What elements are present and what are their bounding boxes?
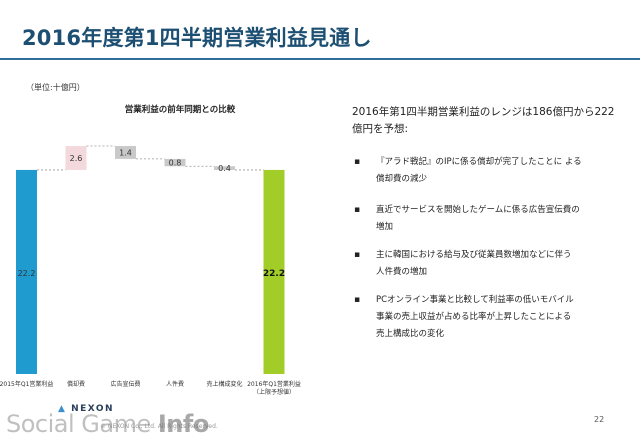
category-label-3: 人件費 <box>166 380 184 388</box>
value-label-0: 22.2 <box>18 269 36 278</box>
summary-text: 2016年第1四半期営業利益のレンジは186億円から222億円を予想: <box>352 106 615 135</box>
bullet-item: 直近でサービスを開始したゲームに係る広告宣伝費の 増加 <box>352 202 580 236</box>
value-label-1: 2.6 <box>70 154 83 163</box>
category-label-0: 2015年Q1営業利益 <box>0 380 53 388</box>
bar-0 <box>16 169 37 374</box>
watermark-text-bold: Info <box>157 410 209 438</box>
category-label-2: 広告宣伝費 <box>110 380 140 388</box>
logo-mark-icon: ▲ <box>58 404 72 414</box>
bar-4 <box>214 166 235 170</box>
connector-lines <box>37 145 264 171</box>
bullet-item: 主に韓国における給与及び従業員数増加などに伴う 人件費の増加 <box>352 247 572 281</box>
bar-3 <box>164 158 186 167</box>
bullet-line: 事業の売上収益が占める比率が上昇したことによる <box>376 312 572 322</box>
chart-value-labels: 22.2 2.6 1.4 0.8 0.4 22.2 <box>18 148 286 279</box>
nexon-logo: ▲ NEXON <box>58 404 114 414</box>
unit-note: （単位:十億円） <box>26 83 85 92</box>
chart-category-labels: 2015年Q1営業利益 償却費 広告宣伝費 人件費 売上構成変化 2016年Q1営業利益（… <box>0 380 301 396</box>
page-number: 22 <box>594 415 605 424</box>
title-divider <box>0 58 640 60</box>
bullet-line: PCオンライン事業と比較して利益率の低いモバイル <box>376 295 574 305</box>
value-label-5: 22.2 <box>263 269 285 279</box>
bar-2 <box>115 146 136 159</box>
category-label-4: 売上構成変化 <box>206 380 242 388</box>
bullet-line: 直近でサービスを開始したゲームに係る広告宣伝費の <box>376 205 580 215</box>
category-label-1: 償却費 <box>67 380 85 388</box>
bullet-line: 増加 <box>376 222 394 232</box>
copyright-text: © NEXON Co., Ltd. All Rights Reserved. <box>100 423 218 430</box>
bullet-line: 償却費の減少 <box>376 174 428 184</box>
bullet-line: 売上構成比の変化 <box>376 329 445 339</box>
bullet-line: 人件費の増加 <box>376 267 428 277</box>
value-label-3: 0.8 <box>169 159 182 168</box>
category-label-sub: （上限予想値） <box>253 388 295 396</box>
bullet-item: PCオンライン事業と比較して利益率の低いモバイル 事業の売上収益が占める比率が上… <box>352 292 574 343</box>
category-label-5: 2016年Q1営業利益 <box>247 380 301 388</box>
slide-title: 2016年度第1四半期営業利益見通し <box>22 26 372 50</box>
bullet-line: 主に韓国における給与及び従業員数増加などに伴う <box>376 250 572 260</box>
watermark: Social Game Info <box>6 410 209 438</box>
chart-title: 営業利益の前年同期との比較 <box>125 104 236 115</box>
watermark-text: Social Game <box>6 410 151 438</box>
bar-1 <box>65 146 87 170</box>
chart-bars <box>16 146 285 374</box>
bar-5 <box>263 169 285 374</box>
value-label-4: 0.4 <box>218 164 231 173</box>
bullet-line: 『アラド戦記』のIPに係る償却が完了したことに よる <box>376 157 582 167</box>
bullet-item: 『アラド戦記』のIPに係る償却が完了したことに よる 償却費の減少 <box>352 154 582 188</box>
value-label-2: 1.4 <box>119 148 132 157</box>
logo-text: NEXON <box>71 404 115 414</box>
